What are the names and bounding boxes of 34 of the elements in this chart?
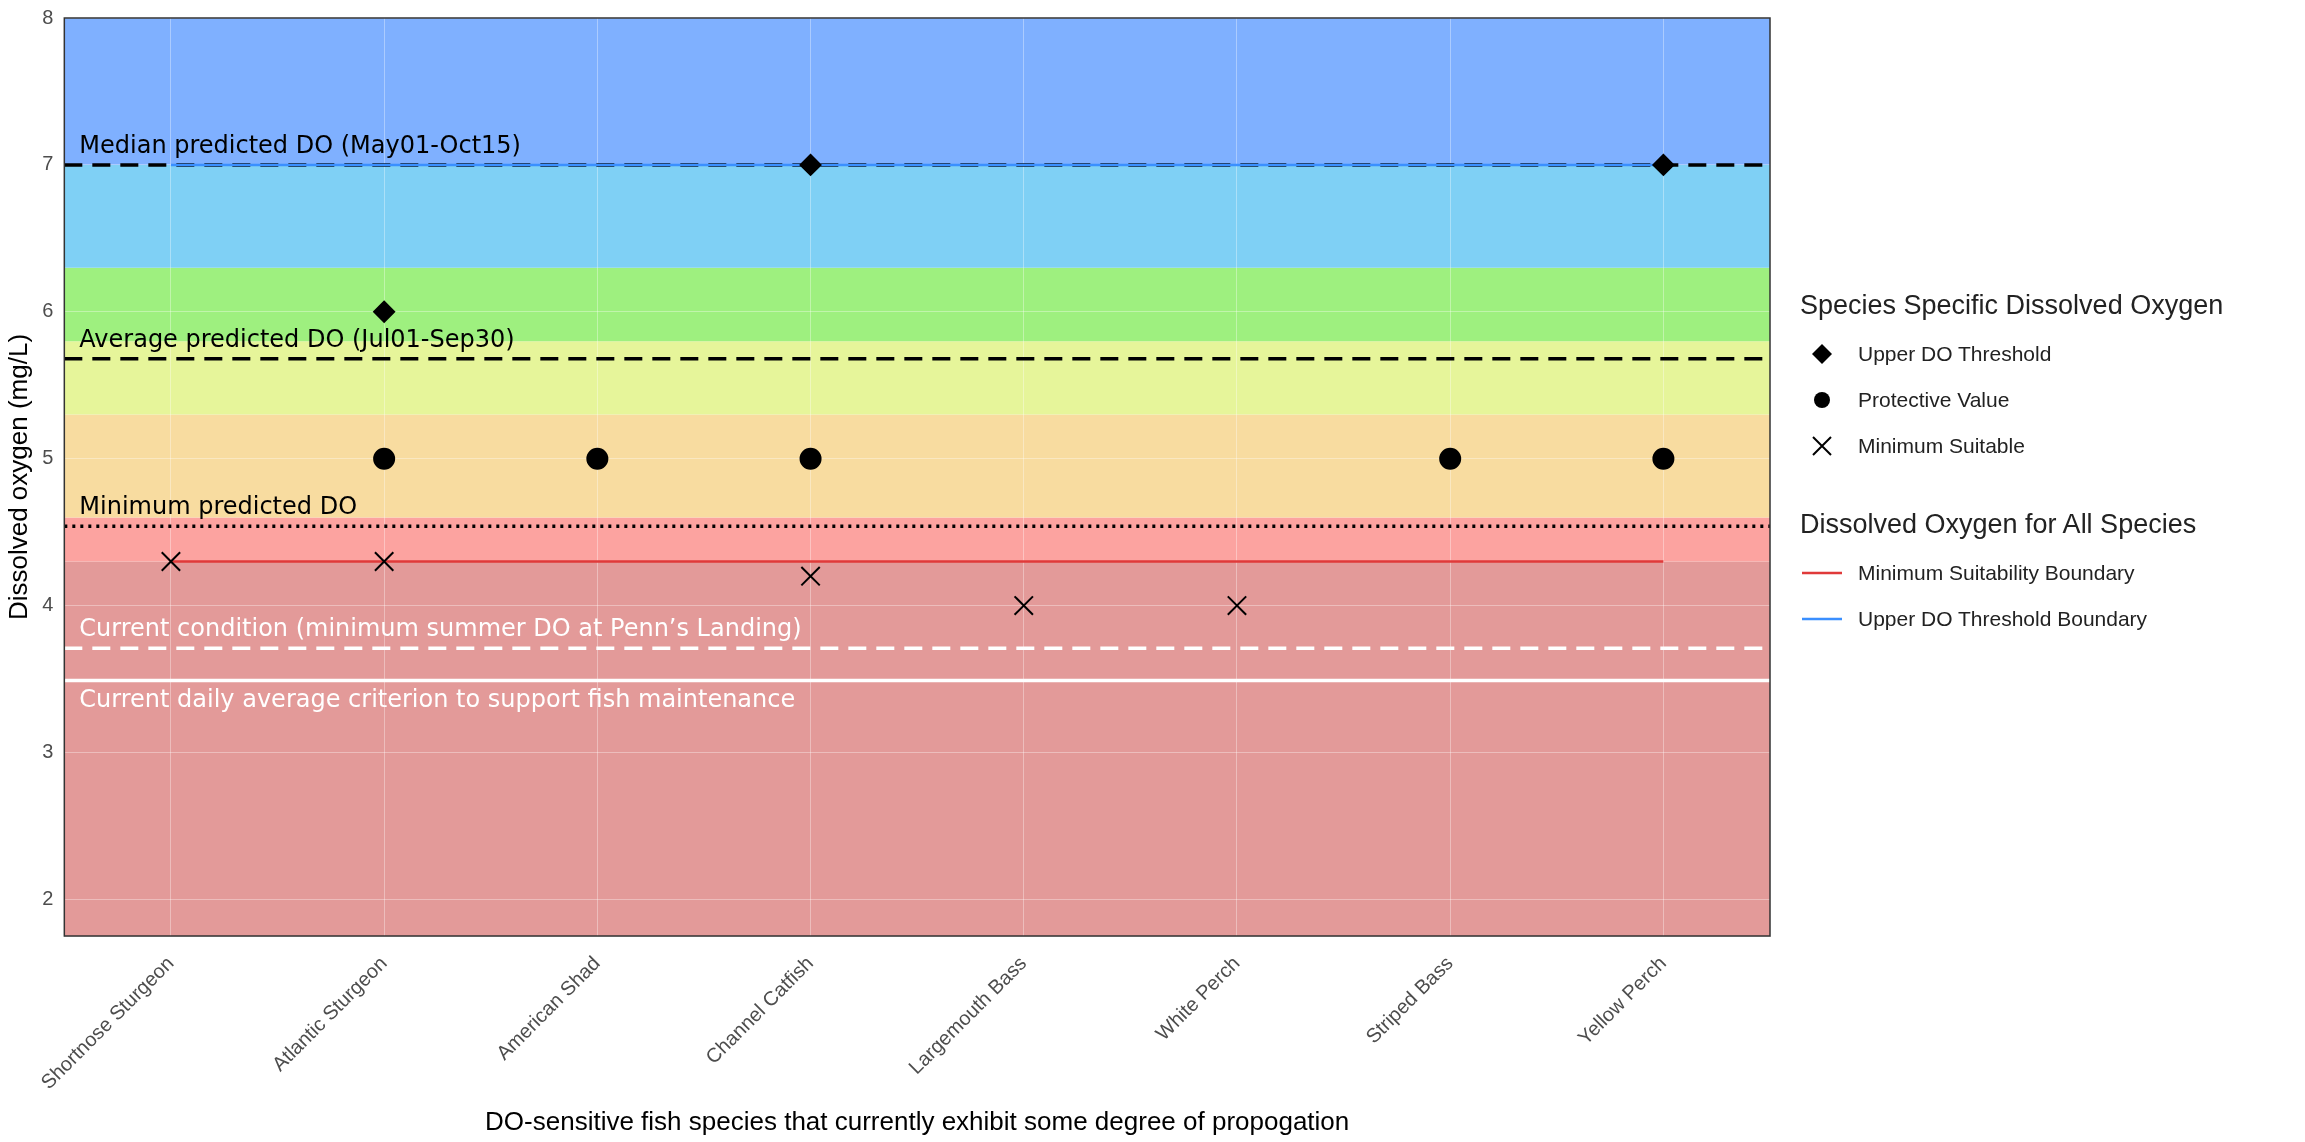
legend-label: Upper DO Threshold Boundary bbox=[1858, 607, 2148, 631]
ref-line-label: Median predicted DO (May01-Oct15) bbox=[79, 131, 521, 160]
point bbox=[373, 551, 395, 572]
ref-line-label: Current condition (minimum summer DO at Penn’s Landing) bbox=[79, 614, 802, 643]
point bbox=[373, 447, 396, 470]
y-tick-label: 4 bbox=[42, 593, 54, 616]
y-tick-label: 8 bbox=[42, 5, 54, 28]
ref-line-label: Average predicted DO (Jul01-Sep30) bbox=[79, 325, 515, 354]
point bbox=[1652, 447, 1675, 470]
legend-title: Species Specific Dissolved Oxygen bbox=[1800, 290, 2224, 321]
legend-label: Minimum Suitable bbox=[1858, 434, 2025, 458]
point bbox=[1013, 595, 1034, 616]
y-tick-label: 6 bbox=[42, 299, 54, 322]
y-tick-label: 2 bbox=[42, 886, 54, 909]
point bbox=[1226, 595, 1248, 616]
point bbox=[799, 153, 822, 176]
y-tick-label: 5 bbox=[42, 446, 54, 469]
ref-line-label: Minimum predicted DO bbox=[79, 492, 358, 521]
y-tick-label: 7 bbox=[42, 152, 54, 175]
point bbox=[799, 447, 822, 470]
y-tick-label: 3 bbox=[42, 739, 54, 762]
legend-label: Upper DO Threshold bbox=[1858, 342, 2052, 366]
point bbox=[160, 551, 182, 572]
point bbox=[373, 300, 396, 323]
ref-line-label: Current daily average criterion to support fish maintenance bbox=[79, 684, 796, 713]
point bbox=[586, 447, 609, 470]
point bbox=[800, 565, 821, 587]
point bbox=[1439, 447, 1462, 470]
legend-label: Minimum Suitability Boundary bbox=[1858, 561, 2135, 585]
text: Dissolved Oxygen for All Species bbox=[1800, 509, 2198, 540]
point bbox=[1652, 153, 1675, 176]
x-axis-title: DO-sensitive fish species that currently exhibit some degree of propogation bbox=[485, 1105, 1350, 1136]
legend-label: Protective Value bbox=[1858, 388, 2010, 412]
y-axis-title: Dissolved oxygen (mg/L) bbox=[2, 333, 33, 621]
